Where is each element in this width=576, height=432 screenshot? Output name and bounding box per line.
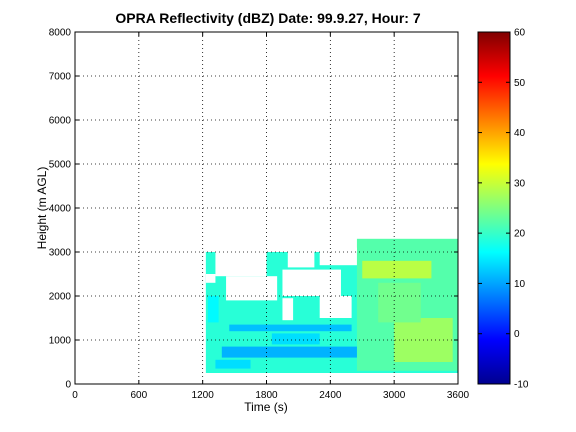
x-tick-label: 3000 [383,390,406,401]
x-tick-label: 600 [130,390,147,401]
colorbar-tick-label: 30 [514,178,526,189]
y-tick-label: 1000 [49,336,72,347]
y-axis: 0 1000 2000 3000 4000 5000 6000 7000 8000 [49,28,458,391]
colorbar-tick-label: 40 [514,128,526,139]
colorbar-tick-label: 10 [514,279,526,290]
colorbar-tick-label: 0 [514,329,520,340]
echo-region [271,333,320,345]
echo-region [229,324,352,332]
echo-gap [205,274,216,283]
x-tick-label: 2400 [319,390,342,401]
echo-gap [282,298,294,321]
echo-gap [226,276,278,301]
colorbar-scale [477,31,511,385]
x-tick-label: 3600 [447,390,470,401]
colorbar-tick-label: -10 [514,380,529,391]
y-tick-label: 8000 [49,28,72,39]
x-axis-label: Time (s) [244,400,288,414]
x-tick-label: 0 [72,390,78,401]
y-tick-label: 2000 [49,292,72,303]
echo-region [207,296,219,323]
x-tick-label: 1800 [255,390,278,401]
plot-area: 0 600 1200 1800 2400 3000 3600 0 1000 2000 3000 40… [49,28,470,402]
y-tick-label: 3000 [49,248,72,259]
reflectivity-field [205,238,458,373]
colorbar-ticks: -10 0 10 20 30 40 50 60 [478,28,529,391]
colorbar: -10 0 10 20 30 40 50 60 [477,28,529,391]
x-tick-label: 1200 [192,390,215,401]
colorbar-tick-label: 60 [514,28,526,39]
x-axis: 0 600 1200 1800 2400 3000 3600 [72,32,470,401]
echo-gap [319,296,352,318]
y-tick-label: 5000 [49,160,72,171]
y-tick-label: 4000 [49,204,72,215]
colorbar-tick-label: 20 [514,229,526,240]
y-axis-label: Height (m AGL) [35,167,49,250]
grid-lines [75,32,458,384]
colorbar-tick-label: 50 [514,78,526,89]
echo-region [221,346,357,358]
echo-region [362,260,432,279]
echo-region [215,359,251,369]
y-tick-label: 7000 [49,72,72,83]
y-tick-label: 6000 [49,116,72,127]
echo-gap [287,247,315,268]
chart-title: OPRA Reflectivity (dBZ) Date: 99.9.27, H… [115,10,420,26]
y-tick-label: 0 [65,380,71,391]
echo-gap [319,247,357,266]
echo-region [378,282,421,323]
echo-gap [282,269,341,296]
